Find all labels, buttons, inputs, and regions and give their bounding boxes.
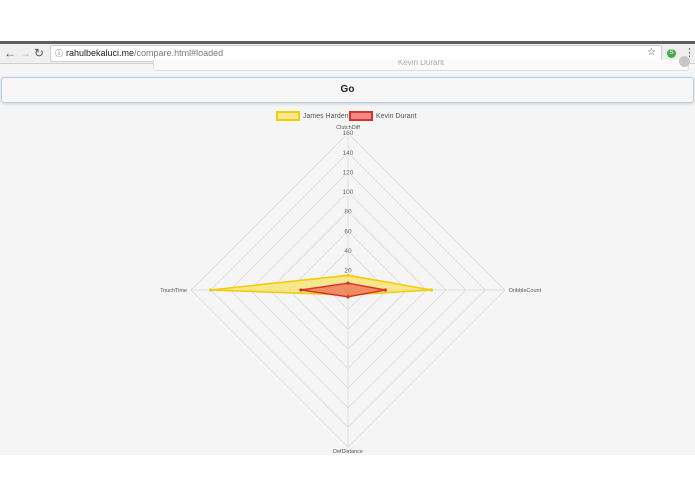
legend-label-james-harden: James Harden xyxy=(303,113,349,120)
axis-label-clutchdiff: ClutchDiff xyxy=(336,125,360,131)
tick-label-bg-20 xyxy=(342,266,354,274)
tick-label-bg-120 xyxy=(342,168,354,176)
clear-icon[interactable] xyxy=(679,56,690,67)
forward-arrow-icon[interactable]: → xyxy=(19,46,31,60)
legend-swatch-james-harden xyxy=(276,111,300,122)
tick-label-140: 140 xyxy=(343,150,354,157)
tick-label-80: 80 xyxy=(344,209,352,216)
tick-label-100: 100 xyxy=(343,189,354,196)
tick-label-bg-40 xyxy=(342,247,354,255)
legend-swatch-kevin-durant xyxy=(349,111,373,122)
url-path: /compare.html#loaded xyxy=(134,48,224,58)
point-james-harden-clutchdiff[interactable] xyxy=(346,273,350,277)
browser-window: ← → ↻ ⓘ rahulbekaluci.me/compare.html#lo… xyxy=(0,41,695,455)
tick-label-160: 160 xyxy=(343,130,354,137)
go-button[interactable]: Go xyxy=(1,77,694,103)
tick-label-40: 40 xyxy=(344,248,352,255)
axis-label-dribblecount: DribbleCount xyxy=(509,288,542,294)
point-kevin-durant-dribblecount[interactable] xyxy=(383,288,387,292)
back-arrow-icon[interactable]: ← xyxy=(4,46,16,60)
player-two-input[interactable]: Kevin Durant xyxy=(153,60,689,71)
tick-label-bg-100 xyxy=(342,188,354,196)
page-content: Kevin Durant Go James Harden Kevin Duran… xyxy=(0,56,695,455)
point-kevin-durant-touchtime[interactable] xyxy=(299,288,303,292)
tick-label-20: 20 xyxy=(344,268,352,275)
legend-item-kevin-durant[interactable]: Kevin Durant xyxy=(349,111,416,122)
tick-label-bg-140 xyxy=(342,149,354,157)
address-url: rahulbekaluci.me/compare.html#loaded xyxy=(66,46,223,61)
window-frame xyxy=(0,41,695,44)
url-domain: rahulbekaluci.me xyxy=(66,48,135,58)
tick-label-bg-80 xyxy=(342,208,354,215)
legend-label-kevin-durant: Kevin Durant xyxy=(376,113,417,120)
legend-item-james-harden[interactable]: James Harden xyxy=(276,111,349,122)
extension-icon[interactable]: S xyxy=(667,49,676,58)
kebab-menu-icon[interactable]: ⋮ xyxy=(684,47,695,59)
tick-label-120: 120 xyxy=(343,169,354,176)
point-kevin-durant-defdistance[interactable] xyxy=(346,295,350,299)
axis-label-touchtime: TouchTime xyxy=(160,288,187,294)
point-james-harden-touchtime[interactable] xyxy=(209,288,213,292)
tick-label-bg-160 xyxy=(342,129,354,137)
point-james-harden-dribblecount[interactable] xyxy=(429,288,434,292)
reload-icon[interactable]: ↻ xyxy=(34,46,45,60)
tick-label-bg-60 xyxy=(342,227,354,235)
point-kevin-durant-clutchdiff[interactable] xyxy=(346,281,350,285)
star-icon[interactable]: ☆ xyxy=(647,47,656,58)
chart-legend: James Harden Kevin Durant xyxy=(0,111,695,123)
axis-label-defdistance: DefDistance xyxy=(333,449,363,455)
info-icon[interactable]: ⓘ xyxy=(55,49,63,58)
tick-label-60: 60 xyxy=(344,228,352,235)
